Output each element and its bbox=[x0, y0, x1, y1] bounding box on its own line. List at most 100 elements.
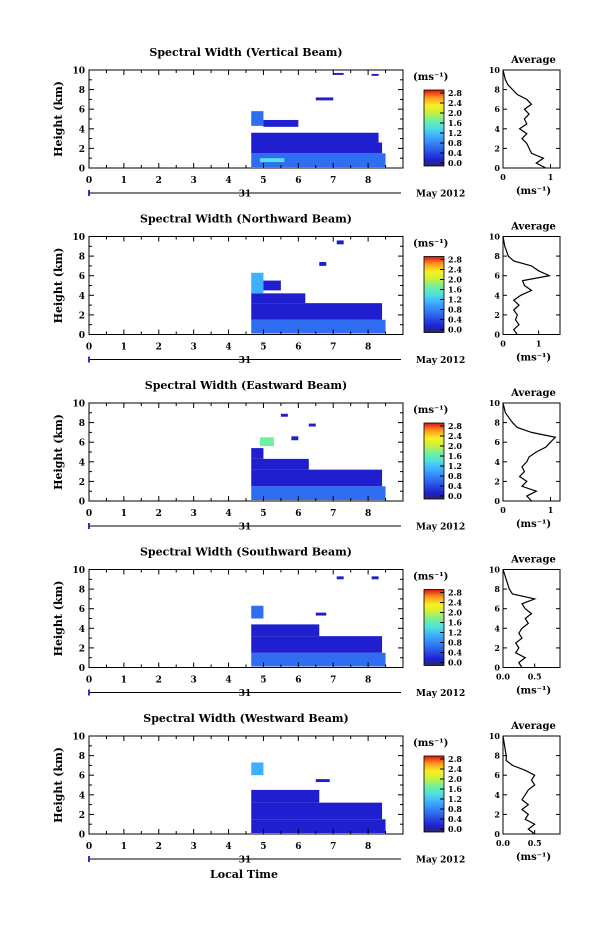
colorbar bbox=[423, 589, 445, 666]
heatmap-cell bbox=[251, 458, 309, 470]
x-tick-label: 6 bbox=[295, 842, 301, 852]
average-y-tick-label: 8 bbox=[494, 418, 500, 428]
colorbar-tick-label: 1.6 bbox=[448, 618, 462, 628]
x-tick-label: 4 bbox=[225, 176, 231, 186]
x-tick-label: 7 bbox=[330, 343, 336, 353]
x-tick-label: 8 bbox=[365, 676, 371, 686]
average-y-tick-label: 0 bbox=[494, 163, 500, 173]
y-tick-label: 10 bbox=[72, 233, 85, 243]
average-y-tick-label: 10 bbox=[489, 731, 501, 741]
colorbar-tick-label: 0.0 bbox=[448, 658, 462, 668]
y-tick-label: 10 bbox=[72, 67, 85, 77]
heatmap-cell bbox=[251, 469, 383, 487]
x-tick-label: 4 bbox=[225, 343, 231, 353]
x-tick-label: 2 bbox=[156, 676, 162, 686]
heatmap-cell bbox=[259, 437, 274, 447]
y-tick-label: 10 bbox=[72, 400, 85, 410]
colorbar-tick-label: 0.8 bbox=[448, 138, 462, 148]
average-x-tick-label: 0 bbox=[500, 505, 506, 515]
colorbar-tick-label: 2.0 bbox=[448, 774, 462, 784]
heatmap-cell bbox=[251, 111, 264, 126]
average-x-tick-label: 0 bbox=[500, 339, 506, 349]
heatmap-cell bbox=[251, 762, 264, 776]
x-tick-label: 0 bbox=[86, 176, 92, 186]
colorbar-unit: (ms⁻¹) bbox=[413, 405, 448, 416]
month-label: May 2012 bbox=[416, 356, 465, 366]
colorbar-tick-label: 2.0 bbox=[448, 275, 462, 285]
heatmap-cell bbox=[251, 789, 320, 803]
x-tick-label: 6 bbox=[295, 343, 301, 353]
y-tick-label: 0 bbox=[79, 165, 85, 175]
average-profile-line bbox=[502, 735, 536, 835]
average-frame bbox=[502, 569, 561, 668]
average-y-tick-label: 6 bbox=[494, 437, 500, 447]
y-tick-label: 2 bbox=[79, 644, 85, 654]
average-y-tick-label: 6 bbox=[494, 770, 500, 780]
average-x-tick-label: 0 bbox=[500, 172, 506, 182]
heatmap-cell bbox=[251, 652, 386, 667]
x-tick-label: 2 bbox=[156, 343, 162, 353]
colorbar-tick-label: 2.8 bbox=[448, 421, 462, 431]
average-y-tick-label: 2 bbox=[494, 643, 500, 653]
heatmap-cell bbox=[315, 612, 327, 616]
y-axis-label: Height (km) bbox=[52, 414, 65, 490]
x-tick-label: 5 bbox=[260, 343, 266, 353]
y-tick-label: 4 bbox=[79, 292, 85, 302]
average-x-tick-label: 0.0 bbox=[496, 672, 510, 682]
y-tick-label: 4 bbox=[79, 458, 85, 468]
y-tick-label: 2 bbox=[79, 311, 85, 321]
x-tick-label: 3 bbox=[191, 509, 197, 519]
y-tick-label: 8 bbox=[79, 752, 85, 762]
heatmap-cell bbox=[333, 72, 344, 75]
x-tick-label: 3 bbox=[191, 676, 197, 686]
heatmap-cell bbox=[251, 142, 383, 154]
x-tick-label: 1 bbox=[121, 676, 127, 686]
average-y-tick-label: 4 bbox=[494, 124, 500, 134]
colorbar-tick-label: 1.6 bbox=[448, 118, 462, 128]
heatmap-cell bbox=[251, 132, 379, 143]
average-title: Average bbox=[510, 222, 556, 233]
average-y-tick-label: 2 bbox=[494, 809, 500, 819]
month-label: May 2012 bbox=[416, 689, 465, 699]
colorbar-tick-label: 2.8 bbox=[448, 88, 462, 98]
heatmap-cell bbox=[251, 272, 264, 294]
colorbar-tick-label: 0.8 bbox=[448, 305, 462, 315]
x-tick-label: 5 bbox=[260, 842, 266, 852]
average-unit-label: (ms⁻¹) bbox=[516, 353, 551, 364]
x-tick-label: 3 bbox=[191, 176, 197, 186]
average-y-tick-label: 8 bbox=[494, 584, 500, 594]
average-frame bbox=[502, 236, 561, 335]
colorbar-tick-label: 0.0 bbox=[448, 158, 462, 168]
average-y-tick-label: 6 bbox=[494, 604, 500, 614]
colorbar-unit: (ms⁻¹) bbox=[413, 72, 448, 83]
colorbar-tick-label: 0.4 bbox=[448, 814, 462, 824]
y-tick-label: 0 bbox=[79, 664, 85, 674]
x-tick-label: 3 bbox=[191, 343, 197, 353]
month-label: May 2012 bbox=[416, 856, 465, 866]
colorbar bbox=[423, 256, 445, 333]
y-tick-label: 8 bbox=[79, 253, 85, 263]
average-title: Average bbox=[510, 388, 556, 399]
colorbar bbox=[423, 755, 445, 833]
average-y-tick-label: 4 bbox=[494, 623, 500, 633]
colorbar bbox=[423, 422, 445, 500]
heatmap-cell bbox=[251, 303, 383, 320]
panel-westward: Spectral Width (Westward Beam) 0 2 4 6 8 10 0 1 2… bbox=[52, 712, 561, 866]
average-y-tick-label: 10 bbox=[489, 398, 501, 408]
day-label: 31 bbox=[239, 190, 252, 200]
colorbar-tick-label: 1.6 bbox=[448, 451, 462, 461]
colorbar-tick-label: 1.2 bbox=[448, 794, 462, 804]
x-tick-label: 0 bbox=[86, 509, 92, 519]
average-y-tick-label: 0 bbox=[494, 663, 500, 673]
x-tick-label: 5 bbox=[260, 176, 266, 186]
average-y-tick-label: 0 bbox=[494, 496, 500, 506]
y-tick-label: 8 bbox=[79, 586, 85, 596]
average-y-tick-label: 6 bbox=[494, 104, 500, 114]
colorbar-tick-label: 2.4 bbox=[448, 764, 462, 774]
heatmap-cell bbox=[308, 423, 316, 427]
y-tick-label: 4 bbox=[79, 625, 85, 635]
y-tick-label: 6 bbox=[79, 439, 85, 449]
average-frame bbox=[502, 402, 561, 502]
